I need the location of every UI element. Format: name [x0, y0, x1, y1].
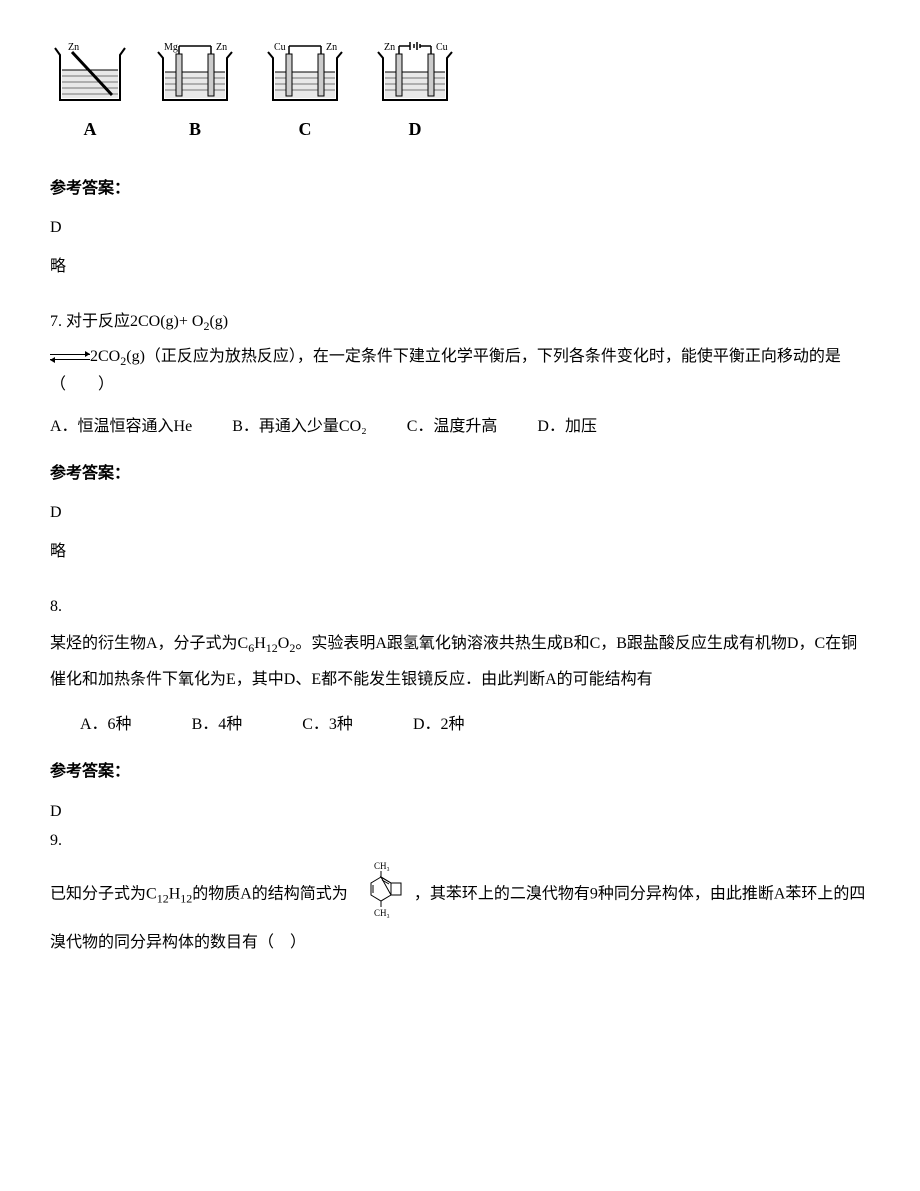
- q7-options: A．恒温恒容通入He B．再通入少量CO₂ C．温度升高 D．加压: [50, 413, 870, 440]
- q7-note: 略: [50, 538, 870, 565]
- q9-text: 已知分子式为C12H12的物质A的结构简式为 CH₃ CH₃ ，其苯环上的二溴代…: [50, 860, 870, 956]
- q8-answer: D: [50, 798, 870, 825]
- beaker-b-svg: Mg Zn: [150, 40, 240, 110]
- beaker-a-zn: Zn: [68, 42, 79, 53]
- molecule-icon: CH₃ CH₃: [356, 860, 406, 929]
- q9-after: 的物质A的结构简式为: [192, 885, 348, 902]
- q9-s1: 12: [157, 891, 169, 905]
- q8-pre: 某烃的衍生物A，分子式为C: [50, 635, 248, 652]
- beaker-d-cu: Cu: [436, 42, 448, 53]
- q8-m1: H: [254, 635, 266, 652]
- equilibrium-arrow-icon: [50, 352, 90, 362]
- beaker-c-label: C: [260, 114, 350, 145]
- beaker-c-svg: Cu Zn: [260, 40, 350, 110]
- q8-m2: O: [278, 635, 290, 652]
- beaker-c-cu: Cu: [274, 42, 286, 53]
- q7-answer-heading: 参考答案：: [50, 460, 870, 487]
- beaker-d-label: D: [370, 114, 460, 145]
- q6-answer: D: [50, 214, 870, 241]
- q7-text-post1: (g): [209, 313, 228, 330]
- q7-answer: D: [50, 499, 870, 526]
- beaker-b: Mg Zn B: [150, 40, 240, 145]
- q8-s2: 12: [266, 642, 278, 656]
- q7-option-c: C．温度升高: [407, 413, 498, 440]
- beaker-d: Zn Cu D: [370, 40, 460, 145]
- beaker-b-mg: Mg: [164, 42, 178, 53]
- beaker-b-label: B: [150, 114, 240, 145]
- q9-number: 9.: [50, 832, 62, 849]
- q9-mid: H: [169, 885, 181, 902]
- q7-option-b: B．再通入少量CO₂: [232, 413, 366, 440]
- beaker-a: Zn A: [50, 40, 130, 145]
- beaker-b-zn: Zn: [216, 42, 227, 53]
- q7-option-a: A．恒温恒容通入He: [50, 413, 192, 440]
- q8-option-b: B．4种: [192, 711, 243, 738]
- q8-options: A．6种 B．4种 C．3种 D．2种: [80, 711, 870, 738]
- q7-l2-post: (g)（正反应为放热反应），在一定条件下建立化学平衡后，下列各条件变化时，能使平…: [50, 348, 841, 394]
- q7-line2: 2CO2(g)（正反应为放热反应），在一定条件下建立化学平衡后，下列各条件变化时…: [50, 343, 870, 399]
- q8-text: 某烃的衍生物A，分子式为C6H12O2。实验表明A跟氢氧化钠溶液共热生成B和C，…: [50, 626, 870, 697]
- q9-number-line: 9.: [50, 827, 870, 854]
- beaker-a-label: A: [50, 114, 130, 145]
- molecule-bottom-label: CH₃: [374, 908, 390, 918]
- beaker-d-svg: Zn Cu: [370, 40, 460, 110]
- q7-text-pre: 对于反应2CO(g)+ O: [66, 313, 203, 330]
- beaker-c-zn: Zn: [326, 42, 337, 53]
- q7-l2-pre: 2CO: [90, 348, 120, 365]
- q8-answer-heading: 参考答案：: [50, 758, 870, 785]
- q8-option-a: A．6种: [80, 711, 132, 738]
- beaker-a-svg: Zn: [50, 40, 130, 110]
- beaker-d-zn: Zn: [384, 42, 395, 53]
- beaker-row: Zn A Mg Zn B: [50, 40, 870, 145]
- q8-option-d: D．2种: [413, 711, 465, 738]
- q7-option-d: D．加压: [537, 413, 597, 440]
- q7-number: 7.: [50, 313, 62, 330]
- q6-answer-heading: 参考答案：: [50, 175, 870, 202]
- q9-pre: 已知分子式为C: [50, 885, 157, 902]
- molecule-top-label: CH₃: [374, 861, 390, 871]
- q7-line1: 7. 对于反应2CO(g)+ O2(g): [50, 308, 870, 337]
- q8-option-c: C．3种: [302, 711, 353, 738]
- q8-number-line: 8.: [50, 593, 870, 620]
- beaker-c: Cu Zn C: [260, 40, 350, 145]
- q9-s2: 12: [180, 891, 192, 905]
- q6-note: 略: [50, 253, 870, 280]
- q8-number: 8.: [50, 598, 62, 615]
